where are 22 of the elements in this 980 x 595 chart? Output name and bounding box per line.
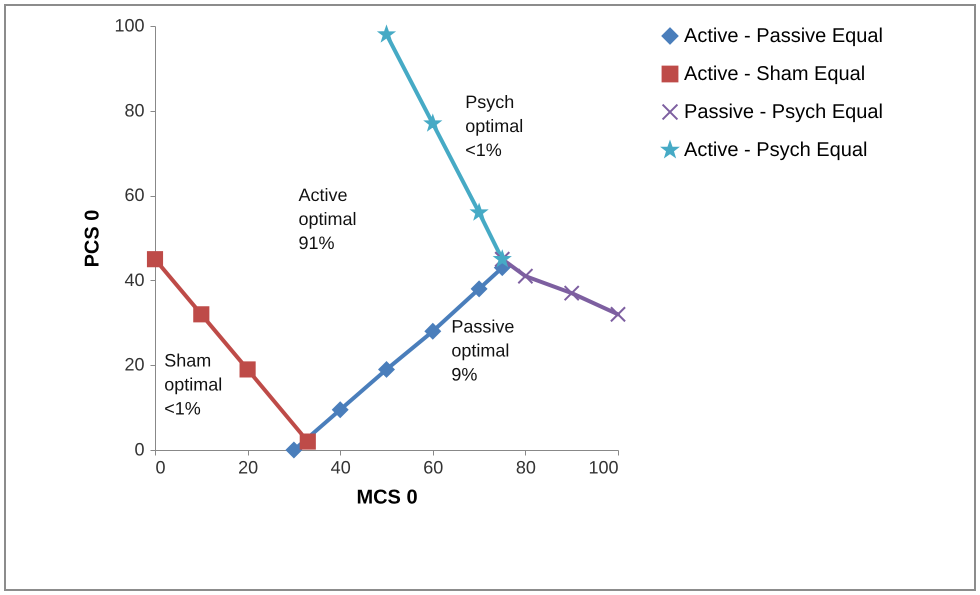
legend-label: Passive - Psych Equal (684, 101, 883, 123)
y-axis-title: PCS 0 (81, 210, 104, 268)
legend-label: Active - Psych Equal (684, 139, 868, 161)
legend-label: Active - Sham Equal (684, 63, 866, 85)
y-tick-label: 0 (134, 440, 144, 460)
annotation: Sham optimal <1% (164, 350, 222, 418)
x-axis-title: MCS 0 (356, 486, 418, 508)
legend-label: Active - Passive Equal (684, 25, 883, 47)
x-tick-label: 20 (238, 458, 258, 478)
y-tick-label: 80 (124, 100, 144, 120)
x-tick-label: 40 (330, 458, 351, 478)
x-tick-label: 60 (423, 458, 444, 478)
y-tick-label: 20 (124, 354, 144, 375)
y-tick-label: 40 (124, 270, 144, 290)
y-tick-label: 60 (124, 185, 144, 206)
x-tick-label: 100 (588, 458, 618, 478)
annotation: Psych optimal <1% (465, 92, 524, 160)
annotation: Active optimal 91% (298, 185, 357, 254)
x-tick-label: 80 (516, 458, 536, 478)
annotation: Passive optimal 9% (451, 316, 514, 385)
y-tick-label: 100 (114, 16, 144, 36)
x-tick-label: 0 (156, 458, 166, 478)
